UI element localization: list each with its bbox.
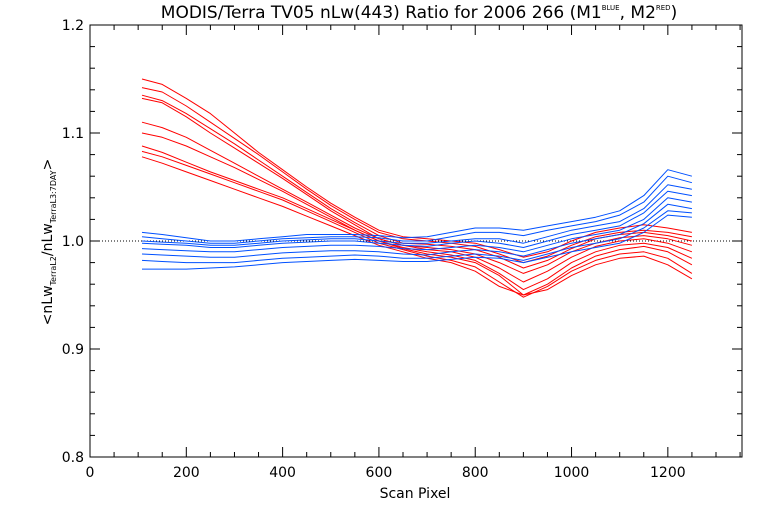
y-tick-label: 0.8: [62, 450, 84, 466]
y-axis-label-open: <nLw: [40, 285, 56, 325]
y-tick-label: 1.0: [62, 234, 84, 250]
x-tick-label: 1000: [554, 465, 590, 481]
series-line-17: [142, 214, 692, 270]
y-tick-label: 1.1: [62, 126, 84, 142]
series-line-16: [141, 210, 692, 264]
chart-title-sup-blue: BLUE: [602, 4, 620, 12]
y-tick-label: 1.2: [62, 18, 84, 34]
x-tick-label: 800: [462, 465, 489, 481]
series-line-12: [141, 184, 692, 246]
chart-title-sup-red: RED: [656, 4, 671, 12]
x-axis-label: Scan Pixel: [380, 486, 451, 502]
series-line-7: [141, 145, 693, 296]
chart-title-end: ): [671, 3, 678, 23]
x-tick-label: 0: [86, 465, 95, 481]
series-line-6: [141, 132, 693, 291]
series-line-2: [141, 87, 692, 264]
series-line-8: [141, 150, 693, 298]
axes: 0 200 400 600 800 1000 1200 0.8 0.9 1.0 1.1 1.2: [62, 18, 743, 481]
chart-title-mid: , M2: [620, 3, 656, 23]
y-axis-label: <nLwTerraL2/nLwTerraL3:7DAY>: [40, 159, 58, 326]
plot-area: [90, 78, 742, 298]
series-line-15: [141, 203, 692, 258]
chart-title-main: MODIS/Terra TV05 nLw(443) Ratio for 2006…: [161, 3, 602, 23]
x-tick-label: 400: [269, 465, 296, 481]
series-line-13: [141, 190, 692, 248]
series-line-5: [141, 121, 693, 283]
chart-title: MODIS/Terra TV05 nLw(443) Ratio for 2006…: [161, 3, 677, 23]
x-tick-label: 200: [173, 465, 200, 481]
series-line-10: [141, 169, 693, 242]
series-line-11: [141, 175, 693, 244]
series-line-9: [141, 156, 693, 296]
y-axis-label-close: >: [40, 159, 56, 171]
y-tick-label: 0.9: [62, 342, 84, 358]
x-tick-label: 1200: [650, 465, 686, 481]
y-axis-label-sub1: TerraL2: [49, 256, 58, 286]
y-axis-label-sub2: TerraL3:7DAY: [49, 170, 58, 224]
y-axis-label-mid: /nLw: [40, 223, 56, 256]
x-tick-label: 600: [366, 465, 393, 481]
series-line-14: [141, 197, 692, 253]
